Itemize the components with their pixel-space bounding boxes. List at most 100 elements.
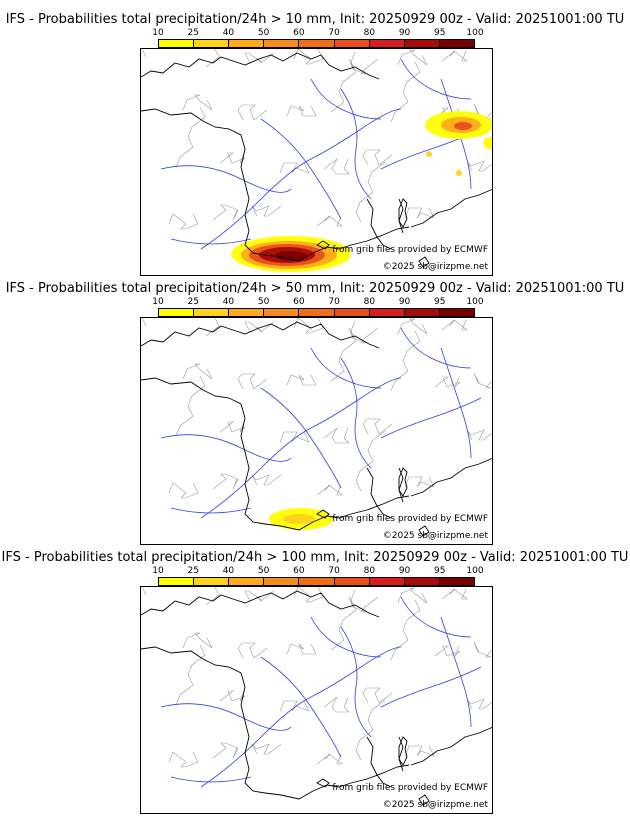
- colorbar-ticks: 10 25 40 50 60 70 80 90 95 100: [0, 28, 630, 40]
- coastline: [141, 52, 492, 268]
- colorbar-bin: [439, 578, 474, 585]
- colorbar-tick-label: 70: [328, 297, 340, 307]
- admin-border-line: [244, 52, 275, 64]
- colorbar-tick-label: 40: [222, 28, 235, 38]
- probability-map: from grib files provided by ECMWF ©2025 …: [140, 586, 493, 814]
- map-panel-100mm: IFS - Probabilities total precipitation/…: [0, 550, 630, 820]
- admin-border-line: [316, 484, 343, 496]
- copyright-credit: ©2025 sb@irizpme.net: [382, 800, 488, 810]
- admin-border-line: [348, 327, 379, 344]
- admin-border-line: [404, 476, 435, 488]
- admin-border-line: [212, 204, 239, 221]
- admin-border-line: [441, 50, 468, 62]
- coastline: [141, 590, 492, 806]
- colorbar-tick-label: 40: [222, 566, 235, 576]
- admin-border-line: [323, 427, 350, 444]
- colorbar-bin: [404, 578, 440, 585]
- admin-border-line: [293, 49, 324, 65]
- colorbar-bin: [159, 40, 195, 47]
- admin-border-line: [286, 643, 317, 655]
- colorbar-tick-label: 90: [398, 28, 411, 38]
- admin-border-line: [473, 103, 492, 120]
- admin-border-line: [175, 106, 206, 168]
- river-line: [440, 616, 472, 728]
- admin-border-line: [434, 645, 461, 657]
- colorbar: [158, 308, 475, 317]
- admin-border-line: [434, 376, 461, 388]
- admin-border-line: [355, 430, 386, 492]
- river-line: [340, 88, 372, 200]
- river-line: [200, 377, 402, 519]
- colorbar-bin: [264, 40, 300, 47]
- basemap-svg: [141, 318, 492, 537]
- colorbar-bin: [194, 309, 230, 316]
- river-line: [160, 165, 292, 193]
- colorbar-tick-label: 80: [363, 566, 376, 576]
- admin-border-line: [205, 49, 220, 68]
- colorbar: [158, 39, 475, 48]
- admin-border-line: [279, 700, 310, 712]
- admin-border-line: [397, 318, 428, 335]
- basemap-svg: [141, 587, 492, 806]
- river-line: [160, 434, 292, 462]
- colorbar-bin: [369, 578, 405, 585]
- colorbar-tick-label: 100: [466, 297, 484, 307]
- probability-map: from grib files provided by ECMWF ©2025 …: [140, 48, 493, 276]
- precip-probability-area: [283, 514, 315, 524]
- colorbar-bin: [334, 40, 370, 47]
- colorbar-bin: [439, 309, 474, 316]
- river-line: [200, 646, 402, 788]
- admin-border-line: [355, 699, 386, 761]
- admin-border-line: [348, 596, 379, 613]
- admin-border-line: [293, 587, 324, 603]
- admin-border-line: [205, 587, 220, 606]
- map-panel-50mm: IFS - Probabilities total precipitation/…: [0, 281, 630, 551]
- river-line: [310, 616, 382, 658]
- admin-border-line: [168, 482, 199, 499]
- admin-border-line: [237, 642, 268, 659]
- river-line: [260, 387, 342, 489]
- admin-border-line: [397, 587, 428, 604]
- colorbar-tick-label: 60: [293, 297, 305, 307]
- river-line: [260, 656, 342, 758]
- admin-border-line: [473, 641, 492, 658]
- admin-border-line: [219, 421, 246, 433]
- river-line: [440, 347, 472, 459]
- colorbar-bin: [194, 578, 230, 585]
- admin-border-line: [182, 363, 213, 380]
- precip-probability-area: [426, 151, 432, 157]
- admin-border-line: [212, 742, 239, 759]
- admin-border-line: [441, 588, 468, 600]
- admin-border-line: [244, 321, 275, 333]
- colorbar-tick-label: 50: [257, 297, 270, 307]
- admin-border-line: [237, 373, 268, 390]
- river-line: [160, 703, 292, 731]
- admin-border-line: [141, 49, 147, 58]
- river-line: [400, 58, 472, 100]
- admin-border-line: [244, 590, 275, 602]
- admin-border-line: [330, 589, 357, 651]
- colorbar-tick-label: 60: [293, 28, 305, 38]
- panel-title: IFS - Probabilities total precipitation/…: [5, 12, 625, 27]
- corsica-coastline: [398, 736, 408, 766]
- river-line: [380, 666, 482, 708]
- colorbar-bin: [159, 578, 195, 585]
- admin-border-line: [237, 104, 268, 121]
- admin-border-line: [168, 213, 199, 230]
- river-line: [170, 507, 252, 514]
- colorbar-tick-label: 40: [222, 297, 235, 307]
- admin-border-line: [212, 473, 239, 490]
- admin-border-line: [466, 429, 492, 441]
- map-panel-10mm: IFS - Probabilities total precipitation/…: [0, 12, 630, 282]
- admin-border-line: [390, 330, 421, 392]
- admin-border-line: [182, 632, 213, 649]
- admin-border-line: [397, 49, 428, 66]
- colorbar-tick-label: 90: [398, 566, 411, 576]
- colorbar-tick-label: 50: [257, 566, 270, 576]
- colorbar-bin: [299, 578, 335, 585]
- colorbar-ticks: 10 25 40 50 60 70 80 90 95 100: [0, 297, 630, 309]
- colorbar-bin: [159, 309, 195, 316]
- colorbar-tick-label: 90: [398, 297, 411, 307]
- colorbar-tick-label: 10: [152, 297, 164, 307]
- river-line: [200, 108, 402, 250]
